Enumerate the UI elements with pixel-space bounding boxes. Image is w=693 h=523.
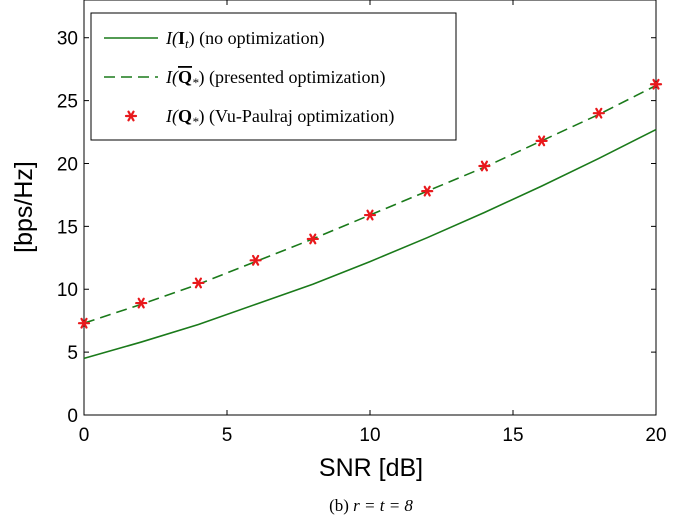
series-line-1 <box>83 128 657 360</box>
legend-entry-2-sub: * <box>192 75 199 90</box>
legend-entry-1-bold: I <box>178 28 185 48</box>
axis-ticks: 0 5 10 15 20 0 5 10 15 20 25 30 <box>57 0 667 446</box>
legend: I(It) (no optimization) I(Q*) (presented… <box>90 12 457 141</box>
y-tick-label: 0 <box>67 406 78 427</box>
legend-entry-3: I(Q*) (Vu-Paulraj optimization) <box>165 106 394 129</box>
data-point-star <box>306 233 319 245</box>
legend-entry-2: I(Q*) (presented optimization) <box>165 67 385 90</box>
legend-entry-3-sub: * <box>192 114 199 129</box>
x-tick-label: 10 <box>359 425 380 446</box>
legend-star <box>124 110 138 122</box>
x-tick-label: 15 <box>502 425 523 446</box>
data-point-star <box>592 107 605 119</box>
legend-entry-1-prefix: I( <box>165 28 179 49</box>
legend-star-marker <box>124 110 138 122</box>
legend-entry-3-bold: Q <box>178 106 192 126</box>
y-tick-label: 5 <box>67 343 78 364</box>
legend-entry-2-suffix: ) (presented optimization) <box>199 67 386 88</box>
y-tick-label: 25 <box>57 92 78 113</box>
y-tick-label: 30 <box>57 29 78 50</box>
data-point-star <box>77 317 91 329</box>
data-point-star <box>421 185 434 197</box>
data-point-star <box>192 277 205 289</box>
legend-entry-1-sub: t <box>185 36 189 51</box>
x-tick-label: 5 <box>222 425 233 446</box>
legend-entry-1-suffix: ) (no optimization) <box>189 28 325 49</box>
y-tick-label: 15 <box>57 217 78 238</box>
legend-entry-3-suffix: ) (Vu-Paulraj optimization) <box>199 106 395 127</box>
x-tick-label: 0 <box>79 425 90 446</box>
legend-box <box>90 12 457 141</box>
series-line-2 <box>83 84 657 324</box>
data-point-star <box>535 135 548 147</box>
y-tick-label: 20 <box>57 154 78 175</box>
x-axis-label: SNR [dB] <box>319 454 423 482</box>
data-point-star <box>135 297 148 309</box>
data-point-star <box>478 160 491 172</box>
caption-math: r = t = 8 <box>353 496 413 515</box>
legend-entry-2-prefix: I( <box>165 67 179 88</box>
y-axis-label: [bps/Hz] <box>10 161 38 253</box>
legend-entry-3-prefix: I( <box>165 106 179 127</box>
x-tick-label: 20 <box>645 425 666 446</box>
y-tick-label: 10 <box>57 280 78 301</box>
data-point-star <box>249 254 262 266</box>
data-point-star <box>649 78 663 90</box>
legend-entry-2-bold: Q <box>178 67 192 87</box>
figure-caption: (b) r = t = 8 <box>329 496 413 515</box>
series-layer <box>77 78 663 360</box>
caption-prefix: (b) <box>329 496 353 515</box>
legend-entry-1: I(It) (no optimization) <box>165 28 325 51</box>
data-point-star <box>363 209 377 221</box>
